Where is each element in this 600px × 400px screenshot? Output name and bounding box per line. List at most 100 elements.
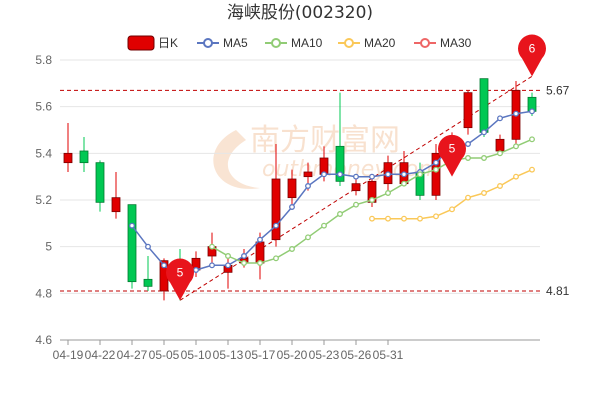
pins: 5 5 6 [166, 34, 546, 301]
legend-symbol [203, 38, 213, 48]
ma-point [369, 197, 375, 203]
ma-point [305, 183, 311, 189]
ma-point [433, 166, 439, 173]
candle-body [255, 241, 265, 264]
candle-body [479, 78, 489, 133]
candle [351, 179, 361, 196]
candle [335, 92, 345, 186]
ma-point [529, 166, 535, 173]
pin-shape [437, 134, 466, 177]
x-tick-label: 04-27 [117, 348, 148, 362]
ma-point [305, 234, 311, 241]
ma-point [513, 143, 519, 150]
candle-body [79, 150, 89, 164]
candle-body [463, 92, 473, 129]
x-tick-label: 05-23 [309, 348, 340, 362]
y-tick-label: 5.4 [35, 146, 52, 160]
legend-symbol [271, 38, 281, 48]
x-tick-label: 05-05 [149, 348, 180, 362]
ma-point [481, 190, 487, 196]
candle-body [495, 138, 505, 152]
legend-item: MA5 [197, 36, 248, 50]
y-axis: 4.6 4.8 5 5.2 5.4 5.6 5.8 [35, 53, 52, 347]
candle [287, 169, 297, 205]
candle-body [143, 278, 153, 287]
ma-point [417, 171, 423, 178]
ma-point [449, 206, 455, 213]
ma-point [257, 260, 263, 266]
x-tick-label: 05-26 [341, 348, 372, 362]
legend-label: MA5 [223, 36, 248, 50]
pin-label: 6 [529, 41, 536, 55]
candle [479, 78, 489, 137]
ma-point [145, 243, 151, 250]
ma-point [401, 171, 407, 178]
ma-point [289, 246, 295, 252]
legend-item: MA20 [338, 36, 396, 50]
ma-lines [129, 108, 535, 280]
legend-symbol [344, 38, 354, 48]
legend-kline-swatch [127, 35, 155, 51]
legend-item: MA30 [414, 36, 472, 50]
ma-point [353, 173, 359, 180]
candle [271, 144, 281, 247]
ma-point [337, 211, 343, 217]
y-tick-label: 5.2 [35, 193, 52, 207]
ma-point [241, 260, 247, 266]
x-tick-label: 05-31 [373, 348, 404, 362]
ma-point [465, 155, 471, 161]
ma-point [209, 262, 215, 269]
candle [95, 160, 105, 212]
ma-point [497, 115, 503, 122]
ma-point [385, 190, 391, 196]
ma-point [513, 173, 519, 180]
y-tick-label: 5.8 [35, 53, 52, 67]
ma-point [225, 262, 231, 269]
ref-label-min: 4.81 [546, 284, 570, 298]
legend-item: 日K [127, 35, 178, 51]
pin-shape [166, 258, 194, 301]
ma-point [241, 253, 247, 259]
ma-point [353, 201, 359, 208]
candle [127, 204, 137, 289]
candle-body [287, 178, 297, 199]
ma-point [433, 213, 439, 220]
candle-body [111, 197, 121, 213]
ma-series-ma10 [209, 136, 535, 266]
ma-point [513, 110, 519, 117]
ma-point [401, 215, 407, 222]
ma-point [257, 236, 263, 243]
x-axis: 04-19 04-22 04-27 05-05 05-10 05-13 05-17 05-20… [53, 339, 540, 362]
x-tick-label: 05-20 [277, 348, 308, 362]
ma-point [497, 183, 503, 189]
ma-point [369, 215, 375, 222]
pin-label: 5 [177, 265, 184, 279]
ma-point [369, 173, 375, 180]
legend-symbol [420, 38, 430, 48]
legend-label: MA30 [440, 36, 472, 50]
candle [63, 123, 73, 172]
candle-body [95, 162, 105, 203]
reference-lines: 5.67 4.81 [60, 75, 570, 301]
ma-series-ma20 [369, 166, 535, 222]
pin-label: 5 [449, 142, 456, 156]
candle [111, 172, 121, 219]
y-tick-label: 5.6 [35, 100, 52, 114]
x-tick-label: 05-10 [181, 348, 212, 362]
candle-body [351, 183, 361, 192]
x-tick-label: 04-22 [85, 348, 116, 362]
watermark-swoosh [213, 130, 260, 189]
ma-point [417, 215, 423, 222]
ma-point [385, 215, 391, 222]
pin-marker: 5 [166, 258, 194, 301]
pin-marker: 6 [518, 34, 546, 77]
candle [143, 256, 153, 291]
ma-point [529, 136, 535, 143]
ma-point [337, 171, 343, 178]
candle [79, 137, 89, 172]
watermark-text: 南方财富网 [250, 123, 400, 158]
ma-point [209, 243, 215, 250]
candle-body [63, 152, 73, 164]
ma-point [401, 180, 407, 187]
ma-point [481, 155, 487, 161]
